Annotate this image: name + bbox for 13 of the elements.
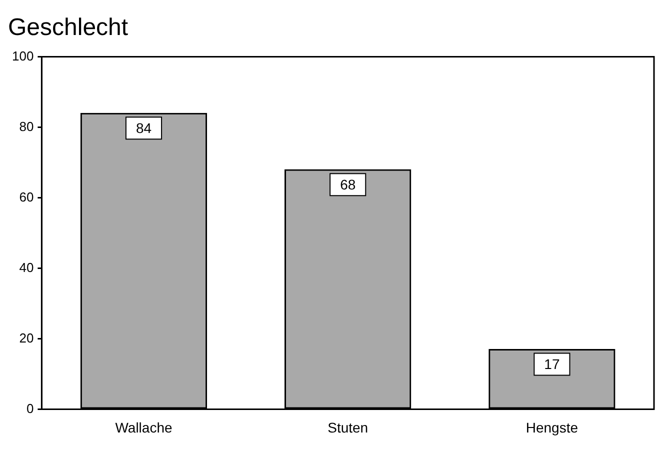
x-tick-label: Wallache: [115, 419, 172, 436]
y-tick-label: 60: [19, 189, 34, 204]
data-label: 68: [340, 176, 356, 192]
y-tick-label: 0: [26, 400, 34, 416]
x-tick-label: Stuten: [328, 419, 368, 436]
y-tick-label: 40: [19, 260, 34, 275]
chart-title: Geschlecht: [8, 14, 128, 42]
x-tick-label: Hengste: [526, 419, 578, 436]
y-tick-label: 100: [12, 48, 34, 64]
data-label: 17: [544, 356, 560, 372]
y-tick-label: 80: [19, 118, 34, 134]
data-label: 84: [136, 120, 152, 136]
y-tick-label: 20: [19, 330, 34, 346]
